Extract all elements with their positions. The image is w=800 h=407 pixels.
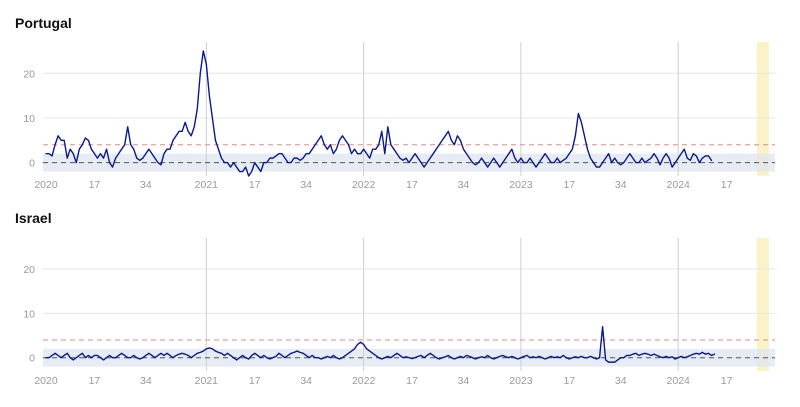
x-tick-label: 17	[89, 375, 101, 387]
x-tick-label: 34	[140, 375, 152, 387]
highlight-band	[756, 238, 769, 371]
highlight-band	[756, 42, 769, 176]
x-tick-label: 34	[615, 179, 627, 191]
x-tick-label: 34	[458, 179, 470, 191]
x-tick-label: 17	[406, 375, 418, 387]
x-tick-label: 2023	[509, 179, 533, 191]
x-tick-label: 2022	[352, 375, 376, 387]
series-line	[45, 50, 713, 177]
y-tick-label: 0	[29, 158, 35, 170]
x-tick-label: 34	[458, 375, 470, 387]
x-tick-label: 34	[615, 375, 627, 387]
x-tick-label: 2021	[195, 179, 219, 191]
x-tick-label: 34	[300, 179, 312, 191]
x-tick-label: 17	[249, 375, 261, 387]
x-tick-label: 2024	[667, 179, 691, 191]
x-tick-label: 2020	[34, 179, 58, 191]
y-tick-label: 0	[29, 353, 35, 365]
x-tick-label: 17	[721, 375, 733, 387]
x-tick-label: 17	[249, 179, 261, 191]
y-tick-label: 20	[23, 68, 35, 80]
x-tick-label: 2021	[195, 375, 219, 387]
chart-title: Portugal	[15, 15, 72, 31]
x-tick-label: 17	[563, 375, 575, 387]
x-tick-label: 17	[563, 179, 575, 191]
y-tick-label: 10	[23, 308, 35, 320]
y-tick-label: 20	[23, 264, 35, 276]
x-tick-label: 17	[406, 179, 418, 191]
series-line	[45, 325, 716, 363]
x-tick-label: 34	[300, 375, 312, 387]
x-tick-label: 2023	[509, 375, 533, 387]
x-tick-label: 2020	[34, 375, 58, 387]
x-tick-label: 34	[140, 179, 152, 191]
x-tick-label: 17	[721, 179, 733, 191]
y-tick-label: 10	[23, 113, 35, 125]
x-tick-label: 2024	[667, 375, 691, 387]
chart-title: Israel	[15, 210, 52, 226]
x-tick-label: 2022	[352, 179, 376, 191]
x-tick-label: 17	[89, 179, 101, 191]
